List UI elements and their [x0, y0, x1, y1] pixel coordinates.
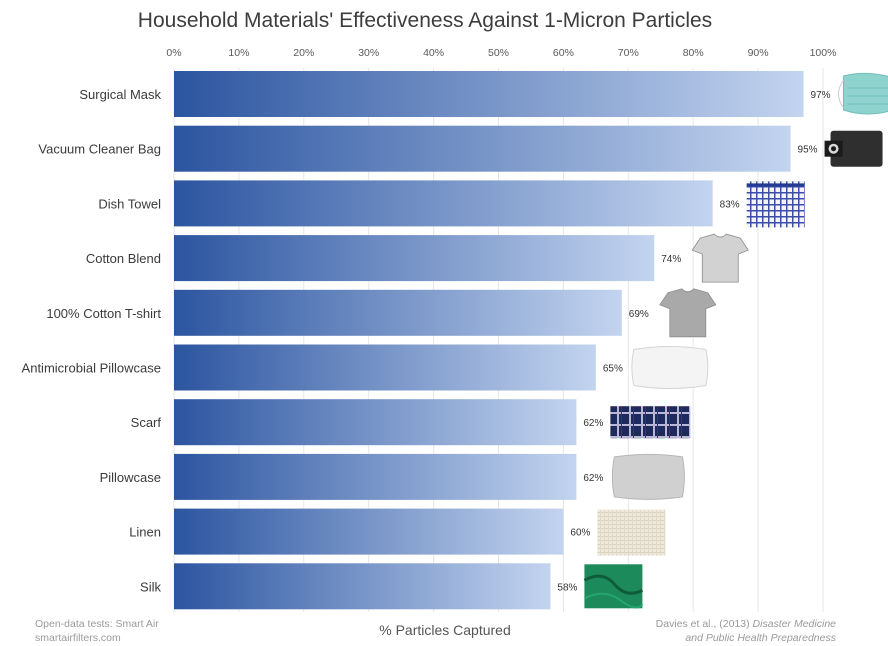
value-label: 62% — [583, 418, 603, 429]
category-label: Linen — [129, 525, 161, 540]
value-label: 69% — [629, 309, 649, 320]
citation-prefix: Davies et al., (2013) — [656, 618, 753, 630]
category-label: Surgical Mask — [79, 87, 161, 102]
category-label: Cotton Blend — [86, 251, 161, 266]
x-tick-label: 20% — [293, 47, 314, 59]
value-label: 58% — [557, 582, 577, 593]
value-label: 62% — [583, 473, 603, 484]
x-tick-label: 0% — [166, 47, 181, 59]
x-tick-label: 80% — [683, 47, 704, 59]
category-label: Pillowcase — [100, 470, 161, 485]
value-label: 60% — [570, 528, 590, 539]
material-icons — [583, 72, 888, 609]
surgical-mask-icon — [838, 72, 888, 115]
source-line-1: Open-data tests: Smart Air — [35, 618, 159, 630]
x-tick-label: 40% — [423, 47, 444, 59]
value-label: 95% — [798, 145, 818, 156]
bar — [174, 344, 596, 391]
x-tick-label: 10% — [228, 47, 249, 59]
bar — [174, 563, 551, 610]
x-axis-label: % Particles Captured — [379, 622, 511, 638]
dish-towel-icon — [746, 181, 805, 228]
bar — [174, 289, 622, 336]
x-tick-label: 90% — [748, 47, 769, 59]
category-label: Vacuum Cleaner Bag — [38, 142, 161, 157]
vacuum-bag-icon — [824, 130, 883, 167]
bar — [174, 125, 791, 172]
value-label: 65% — [603, 364, 623, 375]
cotton-blend-shirt-icon — [691, 233, 749, 283]
value-labels: 97% 95% 83% 74% 69% 65% 62% 62% 60% 58% — [557, 90, 830, 593]
x-tick-label: 100% — [810, 47, 837, 59]
value-label: 83% — [720, 199, 740, 210]
category-label: Antimicrobial Pillowcase — [22, 361, 161, 376]
bars — [174, 71, 804, 610]
source-line-2: smartairfilters.com — [35, 632, 121, 644]
antimicrobial-pillow-icon — [631, 346, 709, 389]
category-label: 100% Cotton T-shirt — [46, 306, 161, 321]
bar — [174, 180, 713, 227]
x-tick-label: 70% — [618, 47, 639, 59]
category-label: Dish Towel — [98, 196, 161, 211]
bar — [174, 71, 804, 117]
silk-icon — [583, 564, 644, 609]
x-tick-label: 50% — [488, 47, 509, 59]
chart-title: Household Materials' Effectiveness Again… — [138, 9, 712, 32]
bar — [174, 235, 655, 282]
citation-journal-1: Disaster Medicine — [753, 618, 837, 630]
value-label: 97% — [811, 90, 831, 101]
x-tick-label: 30% — [358, 47, 379, 59]
x-tick-label: 60% — [553, 47, 574, 59]
pillowcase-icon — [611, 453, 685, 500]
citation-line-2: and Public Health Preparedness — [685, 632, 836, 644]
value-label: 74% — [661, 254, 681, 265]
cotton-tshirt-icon — [659, 288, 717, 338]
category-label: Scarf — [131, 415, 162, 430]
linen-icon — [597, 509, 666, 556]
scarf-icon — [610, 406, 691, 439]
category-label: Silk — [140, 579, 161, 594]
bar — [174, 399, 577, 446]
x-axis-ticks: 0% 10% 20% 30% 40% 50% 60% 70% 80% 90% 100% — [166, 47, 836, 59]
bar — [174, 453, 577, 500]
bar — [174, 508, 564, 555]
category-labels: Surgical Mask Vacuum Cleaner Bag Dish Towe… — [22, 87, 162, 594]
citation-line-1: Davies et al., (2013) Disaster Medicine — [656, 618, 836, 630]
